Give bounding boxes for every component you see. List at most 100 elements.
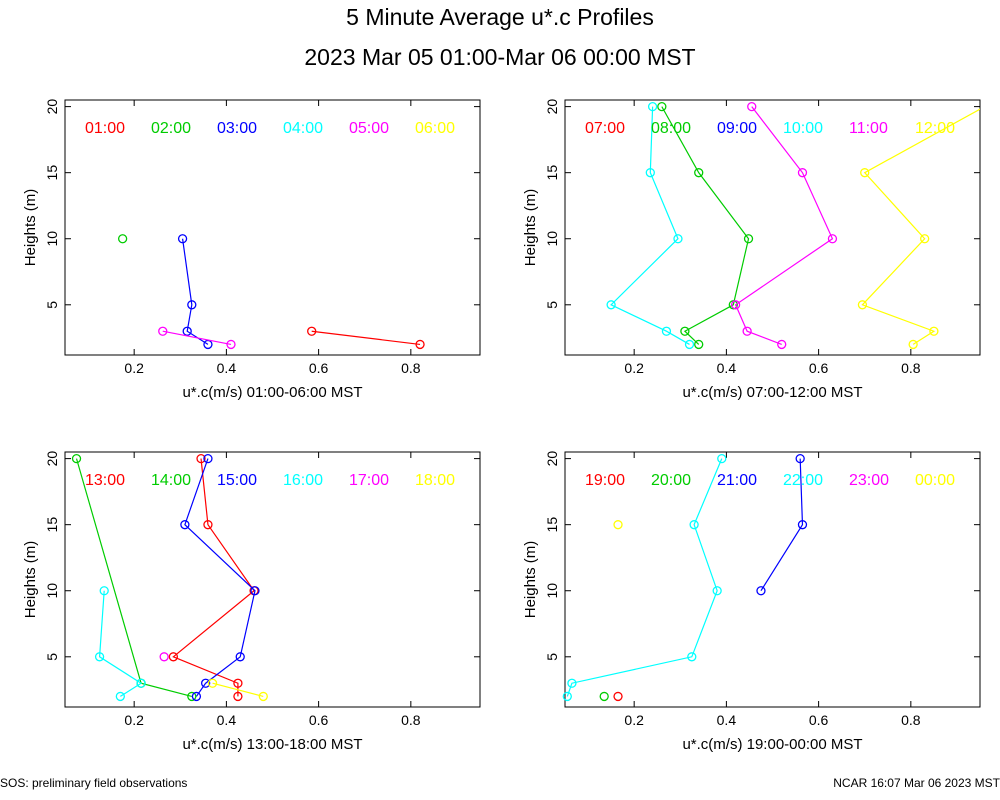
series-0300 — [181, 238, 209, 345]
data-point — [182, 326, 192, 336]
y-axis-label: Heights (m) — [22, 189, 39, 267]
series-line — [162, 330, 232, 346]
series-line — [212, 682, 264, 698]
data-point — [136, 678, 146, 688]
legend-entry: 09:00 — [717, 120, 757, 137]
series-line — [734, 106, 834, 345]
y-tick-label: 10 — [44, 231, 60, 247]
series-2100 — [760, 458, 804, 592]
panel-1: 0.2 0.4 0.6 0.8 5 10 15 20 u*.c(m/s) 01:00-06:00… — [22, 99, 481, 401]
data-point — [599, 691, 609, 702]
x-tick-label: 0.8 — [401, 712, 421, 728]
series-0800 — [661, 106, 750, 345]
legend-entry: 10:00 — [783, 120, 823, 137]
data-point — [680, 326, 690, 336]
y-tick-label: 15 — [44, 165, 60, 181]
data-point — [196, 453, 206, 464]
series-line — [172, 458, 255, 697]
y-axis-label: Heights (m) — [522, 189, 539, 267]
legend-entry: 12:00 — [915, 120, 955, 137]
plot-frame — [64, 99, 481, 356]
series-1600 — [98, 590, 143, 697]
data-point — [797, 520, 808, 530]
data-point — [647, 101, 658, 112]
y-tick-label: 20 — [544, 451, 560, 467]
x-tick-label: 0.8 — [901, 712, 921, 728]
data-point — [795, 453, 805, 464]
series-1000 — [610, 106, 690, 345]
series-1500 — [184, 458, 256, 697]
series-line — [184, 458, 256, 697]
x-tick-label: 0.2 — [124, 712, 144, 728]
legend-entry: 05:00 — [349, 120, 389, 137]
data-point — [258, 691, 268, 702]
x-tick-label: 0.8 — [401, 360, 421, 376]
panel-2: 0.2 0.4 0.6 0.8 5 10 15 20 u*.c(m/s) 07:00-12:00… — [522, 99, 981, 401]
data-point — [613, 691, 623, 702]
data-point — [657, 101, 667, 112]
plot-frame — [564, 451, 981, 708]
y-tick-label: 10 — [544, 583, 560, 599]
data-point — [777, 339, 787, 350]
x-tick-label: 0.6 — [309, 360, 329, 376]
page-title: 5 Minute Average u*.c Profiles — [346, 4, 654, 30]
legend-entry: 22:00 — [783, 472, 823, 489]
x-tick-label: 0.4 — [717, 712, 737, 728]
data-point — [158, 326, 168, 336]
data-point — [661, 326, 672, 336]
data-point — [187, 691, 197, 702]
legend-entry: 13:00 — [85, 472, 125, 489]
legend-entry: 23:00 — [849, 472, 889, 489]
legend-entry: 04:00 — [283, 120, 323, 137]
x-tick-label: 0.6 — [809, 360, 829, 376]
data-point — [191, 691, 202, 702]
data-point — [180, 520, 190, 530]
data-point — [717, 453, 727, 464]
plot-frame — [64, 451, 481, 708]
y-tick-label: 15 — [544, 165, 560, 181]
data-point — [684, 339, 695, 350]
data-point — [827, 234, 838, 244]
series-1200 — [861, 108, 980, 345]
data-point — [756, 586, 766, 596]
x-axis-label: u*.c(m/s) 19:00-00:00 MST — [682, 736, 862, 753]
series-0100 — [311, 330, 421, 346]
x-axis-label: u*.c(m/s) 13:00-18:00 MST — [182, 736, 362, 753]
legend-entry: 11:00 — [849, 120, 888, 137]
y-axis-label: Heights (m) — [522, 541, 539, 619]
x-tick-label: 0.2 — [624, 712, 644, 728]
data-point — [687, 652, 697, 662]
data-point — [797, 168, 808, 178]
data-point — [94, 652, 105, 662]
data-point — [226, 339, 236, 350]
data-point — [562, 691, 572, 702]
data-point — [606, 300, 616, 310]
plot-frame — [564, 99, 981, 356]
y-axis-label: Heights (m) — [22, 541, 39, 619]
data-point — [233, 678, 243, 688]
series-line — [861, 108, 980, 345]
footer-timestamp: NCAR 16:07 Mar 06 2023 MST — [833, 776, 1000, 790]
data-point — [415, 339, 425, 350]
data-point — [117, 234, 128, 244]
data-point — [567, 678, 577, 688]
data-point — [908, 339, 918, 350]
series-1100 — [734, 106, 834, 345]
data-point — [200, 678, 211, 688]
series-line — [610, 106, 690, 345]
footer-note: SOS: preliminary field observations — [0, 776, 188, 790]
data-point — [159, 652, 169, 662]
panel-4: 0.2 0.4 0.6 0.8 5 10 15 20 u*.c(m/s) 19:00-00:00… — [522, 451, 981, 753]
x-axis-label: u*.c(m/s) 01:00-06:00 MST — [182, 384, 362, 401]
page-subtitle: 2023 Mar 05 01:00-Mar 06 00:00 MST — [304, 44, 696, 70]
x-tick-label: 0.2 — [624, 360, 644, 376]
data-point — [203, 453, 213, 464]
legend-entry: 14:00 — [151, 472, 191, 489]
series-line — [311, 330, 421, 346]
series-line — [661, 106, 750, 345]
x-tick-label: 0.6 — [309, 712, 329, 728]
legend-entry: 02:00 — [151, 120, 191, 137]
data-point — [857, 300, 868, 310]
data-point — [860, 168, 870, 178]
x-tick-label: 0.6 — [809, 712, 829, 728]
